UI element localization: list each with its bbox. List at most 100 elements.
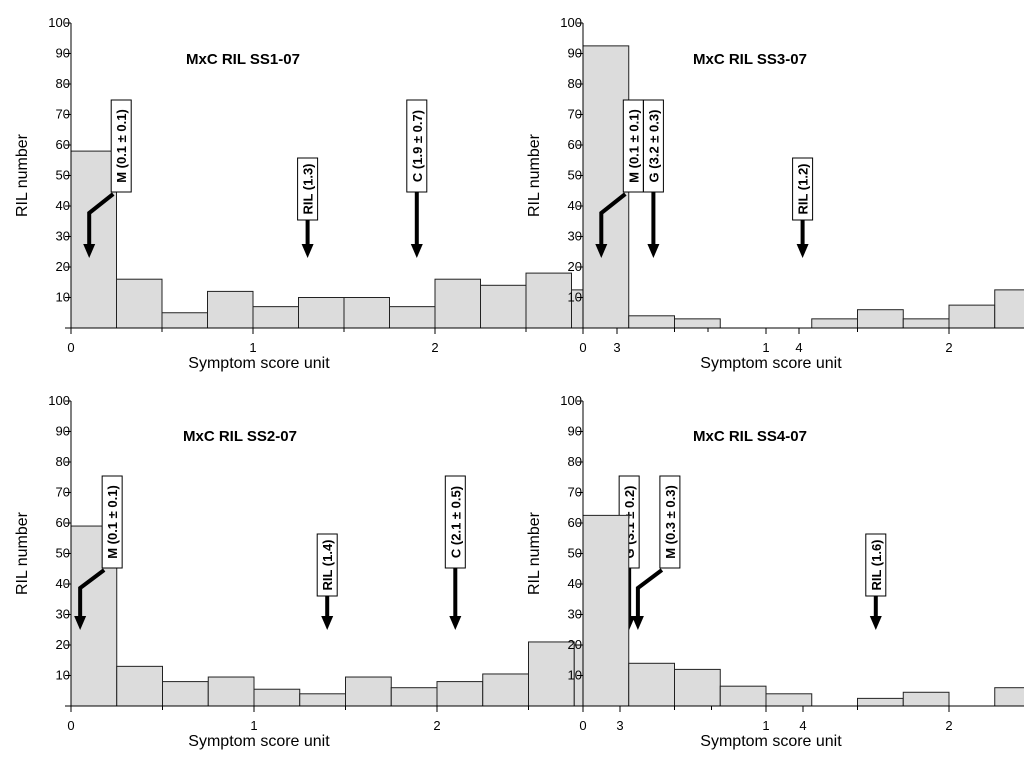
marker-arrow-head xyxy=(869,616,882,630)
y-axis-title: RIL number xyxy=(14,133,31,217)
y-tick-label: 20 xyxy=(568,259,582,274)
x-tick-label: 4 xyxy=(795,340,802,355)
histogram-bar xyxy=(857,309,904,329)
marker-label: G (3.2 ± 0.3) xyxy=(646,110,661,183)
histogram-bar xyxy=(628,662,675,707)
y-axis-title: RIL number xyxy=(14,511,31,595)
histogram-bar xyxy=(765,693,813,707)
y-tick-label: 40 xyxy=(568,198,582,213)
marker-arrow-head xyxy=(647,244,660,258)
y-tick-label: 10 xyxy=(56,290,70,305)
histogram-bar xyxy=(343,297,390,329)
y-tick-label: 20 xyxy=(56,259,70,274)
marker-arrow-shaft xyxy=(635,568,664,618)
histogram-bar xyxy=(345,676,392,707)
histogram-bar xyxy=(298,297,345,329)
y-tick-label: 90 xyxy=(568,46,582,61)
y-tick-label: 30 xyxy=(56,229,70,244)
marker-label-box xyxy=(659,475,681,569)
y-tick-label: 80 xyxy=(568,454,582,469)
y-tick-label: 100 xyxy=(560,393,582,408)
histogram-bar xyxy=(480,284,527,329)
x-tick-label: 1 xyxy=(762,340,769,355)
y-tick-label: 70 xyxy=(568,485,582,500)
x-axis-title: Symptom score unit xyxy=(700,355,842,372)
marker-label: M (0.1 ± 0.1) xyxy=(114,109,129,183)
histogram-bar xyxy=(902,691,950,707)
marker-arrow-head xyxy=(595,244,608,258)
histogram-bar xyxy=(252,306,299,329)
y-tick-label: 40 xyxy=(56,576,70,591)
marker-label: RIL (1.2) xyxy=(796,163,811,214)
y-tick-label: 50 xyxy=(56,168,70,183)
histogram-bar xyxy=(525,272,572,329)
y-tick-label: 80 xyxy=(56,76,70,91)
x-tick-label: 1 xyxy=(250,718,257,733)
marker-arrow-head xyxy=(631,616,644,630)
histogram-bar xyxy=(994,687,1024,707)
histogram-bar xyxy=(582,45,630,329)
histogram-bar xyxy=(674,668,721,707)
marker-arrow-shaft xyxy=(78,568,106,618)
y-tick-label: 50 xyxy=(568,168,582,183)
histogram-bar xyxy=(434,278,481,329)
y-tick-label: 20 xyxy=(56,637,70,652)
x-tick-label: 4 xyxy=(799,718,806,733)
y-tick-label: 100 xyxy=(48,393,70,408)
chart-title: MxC RIL SS1-07 xyxy=(186,51,300,68)
y-tick-label: 50 xyxy=(56,546,70,561)
x-tick-label: 0 xyxy=(67,340,74,355)
histogram-bar xyxy=(994,289,1024,329)
marker-label: RIL (1.6) xyxy=(869,539,884,590)
x-tick-label: 0 xyxy=(579,718,586,733)
histogram-bar xyxy=(390,687,438,707)
y-tick-label: 90 xyxy=(56,424,70,439)
histogram-bar xyxy=(161,312,208,329)
y-tick-label: 60 xyxy=(56,515,70,530)
y-tick-label: 10 xyxy=(568,668,582,683)
x-tick-label: 3 xyxy=(613,340,620,355)
histogram-bar xyxy=(948,304,996,329)
histogram-bar xyxy=(207,290,254,329)
marker-label-box xyxy=(622,99,644,193)
y-tick-label: 10 xyxy=(568,290,582,305)
x-tick-label: 3 xyxy=(616,718,623,733)
marker-label: RIL (1.4) xyxy=(320,539,335,590)
histogram-bar xyxy=(389,306,436,329)
y-tick-label: 70 xyxy=(56,485,70,500)
marker-arrow-head xyxy=(796,244,809,258)
histogram-bar xyxy=(116,278,163,329)
y-tick-label: 10 xyxy=(56,668,70,683)
x-tick-label: 1 xyxy=(249,340,256,355)
chart-title: MxC RIL SS2-07 xyxy=(183,428,297,445)
marker-arrow-head xyxy=(301,244,314,258)
marker-label: C (1.9 ± 0.7) xyxy=(410,110,425,182)
x-tick-label: 2 xyxy=(945,340,952,355)
histogram-bar xyxy=(811,318,858,329)
y-tick-label: 30 xyxy=(56,607,70,622)
histogram-bar xyxy=(582,514,630,707)
marker-arrow-head xyxy=(83,244,96,258)
y-tick-label: 30 xyxy=(568,229,582,244)
y-tick-label: 60 xyxy=(568,137,582,152)
histogram-bar xyxy=(70,150,117,329)
y-tick-label: 70 xyxy=(568,107,582,122)
marker-arrow-shaft xyxy=(599,192,627,246)
y-tick-label: 100 xyxy=(560,15,582,30)
y-axis-title: RIL number xyxy=(526,511,543,595)
histogram-bar xyxy=(162,681,209,707)
histogram-bar xyxy=(674,318,721,329)
histogram-bar xyxy=(299,693,346,707)
marker-label: M (0.1 ± 0.1) xyxy=(105,485,120,559)
marker-label: C (2.1 ± 0.5) xyxy=(448,486,463,558)
y-tick-label: 80 xyxy=(568,76,582,91)
marker-arrow-head xyxy=(321,616,334,630)
x-tick-label: 2 xyxy=(945,718,952,733)
marker-arrow-head xyxy=(410,244,423,258)
histogram-bar xyxy=(902,318,950,329)
y-tick-label: 20 xyxy=(568,637,582,652)
histogram-bar xyxy=(482,673,529,707)
